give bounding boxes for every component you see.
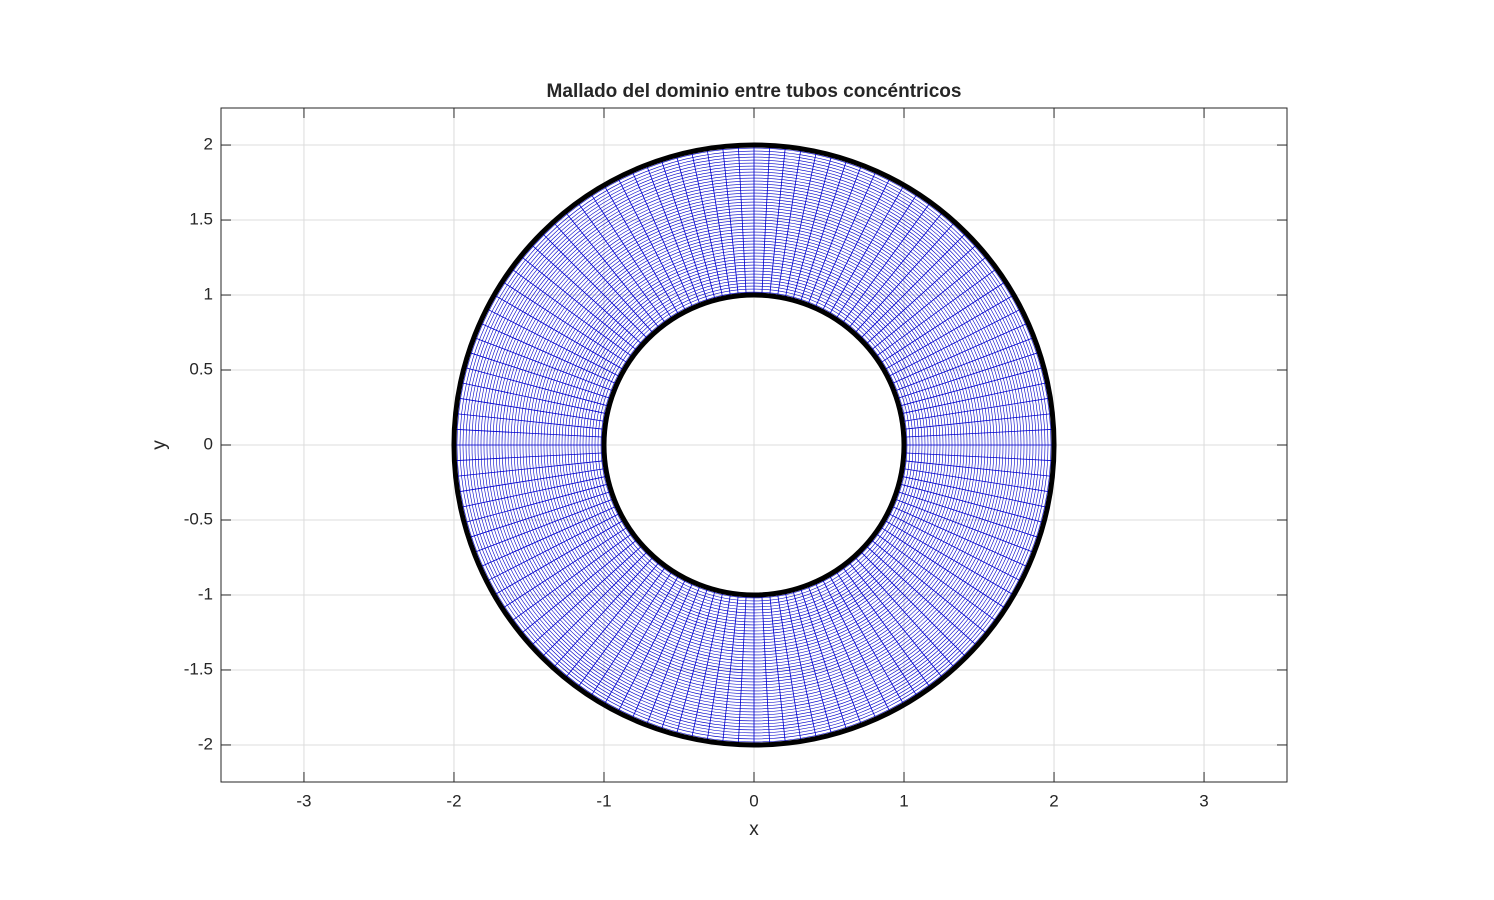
x-tick-label: 3 [1199, 791, 1208, 810]
outer-boundary [451, 142, 1057, 748]
mesh-circle [495, 186, 1013, 704]
y-axis-label: y [149, 440, 170, 450]
inner-boundary [601, 292, 907, 598]
mesh-circle [534, 225, 974, 665]
mesh-circle [573, 264, 935, 626]
mesh-circle [549, 240, 959, 650]
y-tick-label: 0.5 [189, 359, 213, 378]
mesh-circle [474, 165, 1034, 725]
mesh-circle [579, 270, 929, 620]
mesh-circle [510, 201, 998, 689]
mesh-circle [480, 171, 1028, 719]
mesh-circle [504, 195, 1004, 695]
mesh-circle [456, 147, 1052, 743]
mesh-circle [507, 198, 1001, 692]
x-tick-label: -3 [296, 791, 311, 810]
x-tick-label: -2 [446, 791, 461, 810]
x-axis-label: x [749, 819, 759, 840]
y-tick-label: -0.5 [184, 509, 213, 528]
mesh-circle [492, 183, 1016, 707]
mesh-circle [594, 285, 914, 605]
mesh-circle [471, 162, 1037, 728]
mesh-circle [483, 174, 1025, 716]
mesh-circle [459, 150, 1049, 740]
y-tick-label: 2 [204, 135, 213, 154]
mesh-circle [531, 222, 977, 668]
mesh-circle [477, 168, 1031, 722]
mesh-circle [516, 207, 992, 683]
mesh-circle [513, 204, 995, 686]
mesh-circle [582, 273, 926, 617]
mesh-circle [489, 180, 1019, 710]
y-tick-label: 1.5 [189, 210, 213, 229]
mesh-circle [555, 246, 953, 644]
mesh-circle [567, 258, 941, 632]
mesh-circle [546, 237, 962, 653]
y-tick-label: -1.5 [184, 659, 213, 678]
mesh-circle [564, 255, 944, 635]
mesh-circle [543, 234, 965, 656]
mesh-circle [462, 153, 1046, 737]
mesh-circle [537, 228, 971, 662]
x-tick-label: 0 [749, 791, 758, 810]
y-tick-label: -1 [198, 584, 213, 603]
mesh-circle [585, 276, 923, 614]
axes-box [220, 107, 1288, 783]
y-tick-label: 1 [204, 285, 213, 304]
x-tick-label: -1 [596, 791, 611, 810]
mesh-circle [525, 216, 983, 674]
mesh-circle [576, 267, 932, 623]
mesh-circle [501, 192, 1007, 698]
mesh-circle [519, 210, 989, 680]
x-tick-label: 2 [1049, 791, 1058, 810]
y-tick-label: -2 [198, 734, 213, 753]
mesh-circle [570, 261, 938, 629]
mesh-circle [558, 249, 950, 641]
chart-title: Mallado del dominio entre tubos concéntr… [547, 81, 962, 102]
mesh-circle [552, 243, 956, 647]
y-tick-label: 0 [204, 434, 213, 453]
mesh-circle [600, 291, 908, 599]
mesh-circles [456, 147, 1052, 743]
mesh-circle [540, 231, 968, 659]
mesh-circle [522, 213, 986, 677]
mesh-circle [588, 279, 920, 611]
mesh-circle [561, 252, 947, 638]
mesh-circle [486, 177, 1022, 713]
mesh-circle [591, 282, 917, 608]
x-tick-label: 1 [899, 791, 908, 810]
mesh-circle [498, 189, 1010, 701]
mesh-circle [465, 156, 1043, 734]
mesh-circle [597, 288, 911, 602]
mesh-circle [468, 159, 1040, 731]
mesh-circle [528, 219, 980, 671]
